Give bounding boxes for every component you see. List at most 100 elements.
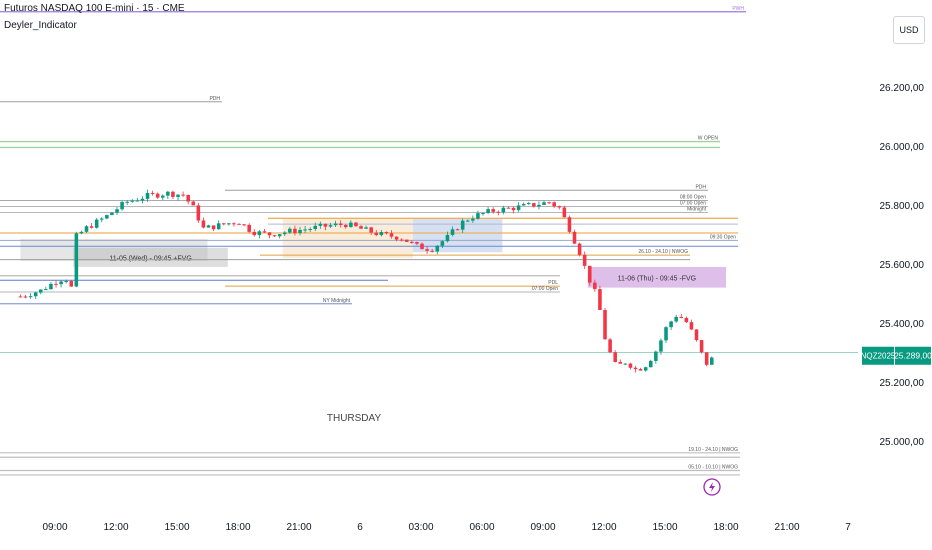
candle-body bbox=[516, 205, 521, 211]
candle-body bbox=[313, 225, 318, 229]
candle-body bbox=[120, 202, 124, 210]
candle-body bbox=[679, 316, 684, 318]
lightning-icon[interactable] bbox=[703, 478, 721, 496]
candle-body bbox=[364, 227, 368, 229]
candle-body bbox=[476, 213, 480, 219]
candle-body bbox=[506, 207, 511, 209]
candle-body bbox=[84, 226, 89, 232]
candle-body bbox=[89, 226, 94, 228]
candle-body bbox=[191, 201, 196, 206]
candle-body bbox=[252, 231, 257, 236]
x-tick-label: 15:00 bbox=[652, 522, 677, 533]
y-tick-label: 25.800,00 bbox=[880, 201, 925, 212]
candle-body bbox=[247, 224, 251, 232]
symbol-title[interactable]: Futuros NASDAQ 100 E-mini · 15 · CME bbox=[4, 3, 185, 14]
candle-body bbox=[23, 296, 28, 298]
candle-body bbox=[33, 292, 38, 297]
candle-body bbox=[105, 215, 109, 219]
candle-body bbox=[460, 220, 465, 230]
time-axis[interactable]: 09:00 12:00 15:00 18:00 21:00 6 03:00 06:00 09:0… bbox=[42, 522, 851, 533]
candle-body bbox=[343, 224, 348, 228]
candle-body bbox=[110, 212, 114, 216]
candle-body bbox=[643, 367, 648, 371]
candle-body bbox=[638, 369, 643, 371]
candle-body bbox=[455, 229, 460, 231]
candle-body bbox=[394, 236, 399, 240]
candle-body bbox=[481, 213, 485, 215]
candle-body bbox=[237, 223, 241, 225]
y-tick-label: 25.400,00 bbox=[880, 319, 925, 330]
candle-body bbox=[435, 245, 440, 252]
candle-body bbox=[176, 194, 180, 197]
currency-button[interactable]: USD bbox=[893, 16, 925, 44]
candle-body bbox=[420, 243, 424, 250]
fvg-zone-label: 11-05 (Wed) - 09:45 +FVG bbox=[109, 255, 191, 262]
candle-body bbox=[155, 193, 160, 198]
candle-body bbox=[567, 217, 572, 232]
candle-body bbox=[328, 225, 333, 227]
price-axis-bg bbox=[858, 0, 932, 550]
candle-body bbox=[288, 228, 292, 233]
candle-body bbox=[699, 340, 704, 353]
candle-body bbox=[496, 211, 501, 213]
candle-body bbox=[323, 223, 328, 227]
candle-body bbox=[257, 231, 262, 236]
candle-body bbox=[69, 281, 74, 287]
candle-body bbox=[526, 203, 531, 205]
candle-body bbox=[689, 322, 694, 330]
candle-body bbox=[704, 352, 709, 365]
symbol-badge bbox=[862, 346, 894, 365]
candle-body bbox=[354, 222, 358, 227]
price-axis[interactable]: 26.200,00 26.000,00 25.800,00 25.600,00 25.4… bbox=[858, 0, 932, 550]
fvg-zone bbox=[73, 247, 228, 267]
candle-body bbox=[74, 233, 79, 287]
fvg-zone bbox=[20, 238, 208, 262]
candle-body bbox=[613, 352, 617, 362]
candle-body bbox=[267, 232, 272, 236]
level-label: PDL bbox=[548, 280, 558, 286]
candle-body bbox=[587, 265, 592, 283]
candle-body bbox=[674, 316, 678, 322]
candle-body bbox=[333, 223, 338, 226]
candle-body bbox=[171, 191, 175, 197]
candle-body bbox=[94, 219, 99, 228]
y-tick-label: 25.000,00 bbox=[880, 437, 925, 448]
candle-body bbox=[298, 229, 302, 234]
candle-body bbox=[369, 227, 373, 233]
level-label: 26.10 - 24.10 | NWOG bbox=[638, 249, 688, 255]
candle-body bbox=[338, 223, 343, 225]
candle-body bbox=[471, 218, 475, 221]
candle-body bbox=[440, 241, 445, 246]
candle-body bbox=[359, 226, 363, 229]
candle-body bbox=[216, 223, 221, 230]
candle-body bbox=[582, 254, 587, 266]
level-label: PWH bbox=[732, 6, 744, 12]
indicator-name[interactable]: Deyler_Indicator bbox=[4, 20, 77, 31]
price-badge bbox=[895, 346, 931, 365]
x-tick-label: 09:00 bbox=[530, 522, 555, 533]
candle-body bbox=[572, 231, 577, 244]
candle-body bbox=[532, 203, 536, 207]
candle-body bbox=[521, 203, 526, 206]
candle-body bbox=[618, 361, 623, 364]
candle-body bbox=[374, 232, 379, 236]
weekday-label: THURSDAY bbox=[327, 413, 382, 424]
y-tick-label: 25.600,00 bbox=[880, 260, 925, 271]
candle-body bbox=[659, 340, 663, 352]
candle-body bbox=[404, 239, 409, 242]
candle-body bbox=[709, 357, 714, 365]
candle-body bbox=[150, 192, 155, 194]
candle-body bbox=[64, 281, 68, 283]
candle-body bbox=[603, 310, 607, 340]
candle-body bbox=[486, 209, 490, 214]
current-price: 25.289,00 bbox=[894, 351, 932, 361]
candle-body bbox=[262, 231, 267, 233]
candle-body bbox=[445, 234, 450, 242]
x-tick-label: 21:00 bbox=[774, 522, 799, 533]
candle-body bbox=[511, 207, 516, 211]
candle-body bbox=[135, 200, 140, 202]
candle-body bbox=[99, 218, 104, 220]
candle-body bbox=[415, 241, 419, 244]
level-label: 07:00 Open bbox=[680, 200, 706, 206]
